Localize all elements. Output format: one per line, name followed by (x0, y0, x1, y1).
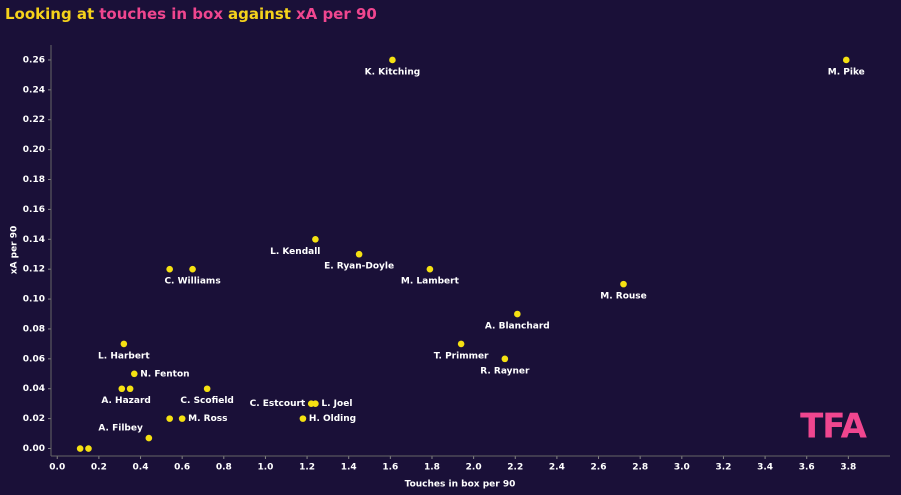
x-tick-label: 0.6 (174, 463, 190, 473)
x-tick-label: 0.4 (133, 463, 149, 473)
y-tick-label: 0.26 (23, 55, 45, 65)
x-tick-label: 0.0 (49, 463, 65, 473)
chart-title: Looking at touches in box against xA per 90 (5, 5, 377, 23)
y-tick-label: 0.14 (23, 235, 45, 245)
point-label: L. Joel (321, 399, 352, 409)
point (312, 400, 319, 407)
point (389, 56, 396, 64)
y-tick-label: 0.00 (23, 444, 45, 454)
point (118, 385, 126, 393)
point (203, 385, 211, 393)
point-label: K. Kitching (365, 67, 421, 77)
point-label: M. Lambert (401, 277, 460, 287)
y-tick-label: 0.24 (23, 85, 45, 95)
point-label: C. Scofield (180, 396, 233, 406)
point-label: A. Blanchard (485, 322, 550, 332)
point-label: M. Pike (828, 67, 865, 77)
y-tick-label: 0.10 (23, 295, 45, 305)
point-label: A. Hazard (101, 396, 150, 406)
y-tick-label: 0.08 (23, 324, 45, 334)
y-tick-label: 0.06 (23, 354, 45, 364)
title-part: touches in box (99, 5, 223, 23)
y-tick-label: 0.12 (23, 265, 45, 275)
point (312, 235, 319, 243)
point-label: L. Kendall (270, 247, 320, 257)
point (166, 415, 173, 422)
point-label: N. Fenton (140, 369, 189, 379)
point (76, 445, 84, 452)
point (426, 265, 434, 273)
point-label: R. Rayner (480, 366, 530, 376)
point-label: H. Olding (309, 414, 356, 424)
x-tick-label: 0.8 (216, 463, 232, 473)
x-tick-label: 3.8 (840, 463, 856, 473)
point (620, 280, 627, 288)
title-part: xA per 90 (296, 5, 377, 23)
x-tick-label: 1.4 (341, 463, 357, 473)
x-tick-label: 3.4 (757, 463, 773, 473)
point (120, 340, 128, 348)
point-label: E. Ryan-Doyle (324, 262, 394, 272)
x-tick-label: 2.8 (632, 463, 648, 473)
point-label: C. Williams (164, 277, 220, 287)
point (457, 340, 465, 348)
point (842, 56, 850, 64)
y-tick-label: 0.18 (23, 175, 45, 185)
x-tick-label: 1.8 (424, 463, 440, 473)
title-part: Looking at (5, 5, 94, 23)
point (501, 355, 509, 363)
y-tick-label: 0.22 (23, 115, 45, 125)
point (189, 265, 196, 273)
logo: TFA (800, 407, 868, 447)
x-tick-label: 2.2 (507, 463, 523, 473)
x-tick-label: 3.6 (799, 463, 815, 473)
x-tick-label: 1.2 (299, 463, 315, 473)
title-part: against (228, 5, 291, 23)
x-tick-label: 2.4 (549, 463, 565, 473)
point-label: T. Primmer (434, 351, 489, 361)
point-label: L. Harbert (98, 351, 150, 361)
y-axis-label: xA per 90 (10, 226, 20, 275)
y-tick-label: 0.16 (23, 205, 45, 215)
x-axis-label: Touches in box per 90 (405, 480, 516, 490)
point (145, 434, 153, 442)
x-tick-label: 0.2 (91, 463, 107, 473)
x-tick-label: 2.6 (591, 463, 607, 473)
point (355, 250, 363, 258)
point-label: M. Ross (188, 414, 227, 424)
x-tick-label: 1.6 (382, 463, 398, 473)
point (126, 385, 134, 393)
x-tick-label: 3.0 (674, 463, 690, 473)
point (178, 415, 186, 422)
point (130, 370, 138, 378)
point-label: C. Estcourt (250, 399, 306, 409)
point (299, 415, 307, 422)
point-label: A. Filbey (98, 424, 143, 434)
point (514, 310, 521, 318)
y-tick-label: 0.02 (23, 414, 45, 424)
x-tick-label: 3.2 (715, 463, 731, 473)
x-tick-label: 1.0 (257, 463, 273, 473)
x-tick-label: 2.0 (466, 463, 482, 473)
point-label: M. Rouse (600, 292, 647, 302)
y-tick-label: 0.04 (23, 384, 45, 394)
y-tick-label: 0.20 (23, 145, 45, 155)
point (166, 265, 173, 273)
point (85, 445, 92, 452)
